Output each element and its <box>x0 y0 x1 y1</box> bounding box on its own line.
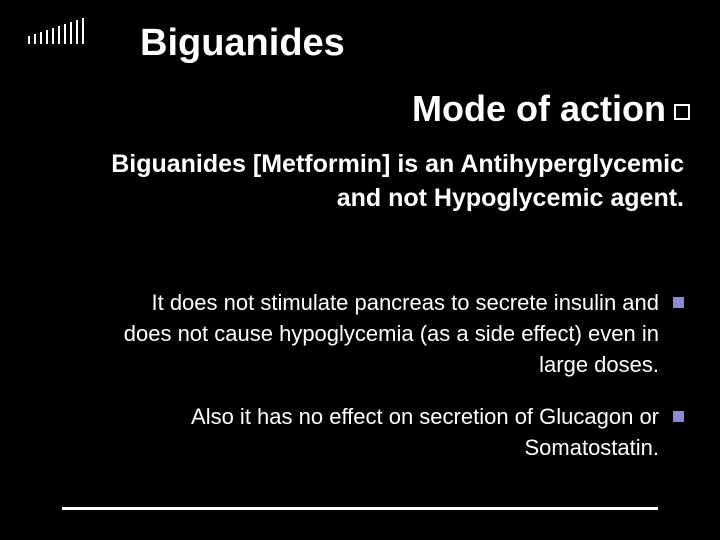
list-item: It does not stimulate pancreas to secret… <box>120 288 684 380</box>
section-label: Mode of action <box>412 88 666 130</box>
footer-underline <box>62 507 658 510</box>
decorative-bars <box>28 18 84 44</box>
section-heading: Mode of action <box>412 88 690 130</box>
bullet-list: It does not stimulate pancreas to secret… <box>120 288 684 486</box>
bullet-marker-icon <box>673 297 684 308</box>
bullet-marker-icon <box>673 411 684 422</box>
intro-text: Biguanides [Metformin] is an Antihypergl… <box>110 148 684 216</box>
list-item: Also it has no effect on secretion of Gl… <box>120 402 684 464</box>
bullet-text: It does not stimulate pancreas to secret… <box>120 288 659 380</box>
slide-title: Biguanides <box>140 22 345 65</box>
bullet-text: Also it has no effect on secretion of Gl… <box>120 402 659 464</box>
hollow-square-icon <box>674 104 690 120</box>
